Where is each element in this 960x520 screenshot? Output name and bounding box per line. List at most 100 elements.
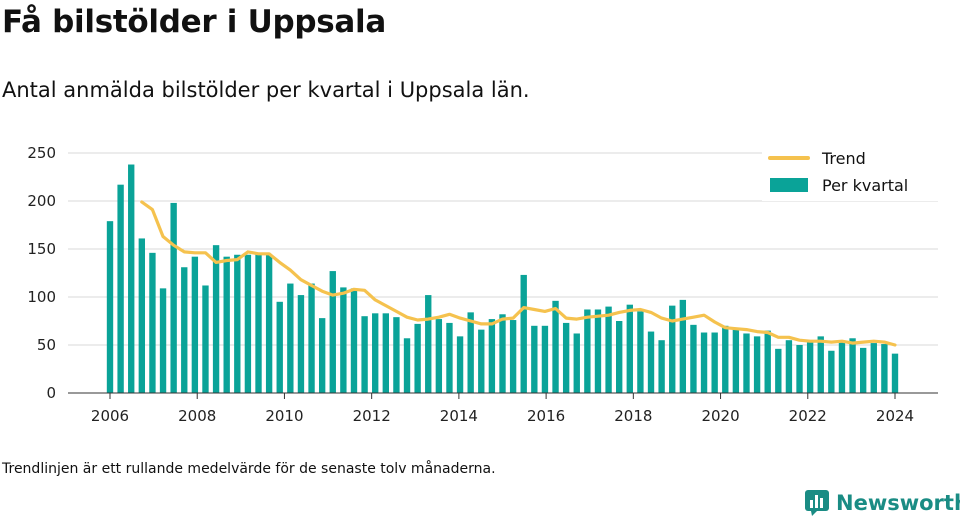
bar	[626, 304, 633, 393]
trend-line	[140, 200, 897, 347]
bar	[647, 331, 655, 393]
legend-trend-label: Trend	[821, 149, 866, 168]
x-tick-label: 2018	[614, 407, 652, 425]
x-tick-label: 2024	[876, 407, 914, 425]
bar	[393, 317, 400, 393]
bar	[753, 336, 761, 393]
bar	[361, 316, 368, 393]
bar	[181, 267, 188, 393]
bar	[265, 254, 273, 393]
bar	[806, 341, 814, 393]
bar	[382, 313, 389, 393]
bar	[318, 318, 326, 393]
bar	[690, 324, 697, 393]
y-axis-ticks: 0 50 100 150 200 250	[27, 144, 56, 402]
bar	[191, 256, 199, 393]
bar	[743, 333, 750, 393]
bar	[817, 336, 824, 393]
footnote: Trendlinjen är ett rullande medelvärde f…	[2, 461, 496, 477]
bar	[403, 338, 411, 393]
bar	[350, 288, 358, 393]
bar	[478, 329, 485, 393]
bar	[223, 256, 230, 393]
bar	[562, 322, 570, 393]
bar-series	[106, 164, 899, 393]
bar	[732, 329, 740, 393]
bar	[881, 344, 888, 393]
page-title: Få bilstölder i Uppsala	[2, 4, 386, 40]
bar	[117, 184, 124, 393]
x-tick-label: 2012	[353, 407, 391, 425]
bar	[488, 319, 496, 393]
bar	[329, 271, 336, 393]
bar	[679, 299, 687, 393]
bar	[828, 350, 835, 393]
bar	[711, 332, 718, 393]
y-tick-label: 100	[27, 288, 56, 306]
legend-bar-swatch	[770, 178, 808, 192]
legend: Trend Per kvartal	[762, 145, 938, 201]
bar	[340, 287, 347, 393]
bar-chart-icon	[805, 490, 829, 516]
bar	[605, 306, 612, 393]
bar	[297, 295, 305, 393]
bar	[509, 320, 517, 393]
bar	[170, 202, 177, 393]
x-tick-label: 2010	[265, 407, 303, 425]
bar	[159, 288, 167, 393]
bar	[870, 343, 877, 393]
brand-logo[interactable]: Newsworthy	[804, 489, 960, 517]
bar	[287, 283, 294, 393]
x-axis: 2006 2008 2010 2012 2014 2016 2018 2020 2022 2024	[68, 392, 938, 425]
bar	[149, 252, 156, 393]
bar	[372, 313, 379, 393]
bar	[594, 309, 602, 393]
bar	[520, 274, 527, 393]
x-tick-label: 2008	[178, 407, 216, 425]
x-tick-label: 2022	[789, 407, 827, 425]
bar	[255, 252, 262, 393]
bar	[658, 340, 665, 393]
bar	[425, 295, 432, 393]
bar	[106, 221, 114, 393]
bar	[859, 347, 867, 393]
bar	[467, 312, 474, 393]
y-tick-label: 150	[27, 240, 56, 258]
bar	[446, 322, 453, 393]
bar	[616, 321, 623, 393]
bar	[435, 319, 443, 393]
y-tick-label: 50	[37, 336, 56, 354]
bar	[276, 301, 283, 393]
bar	[456, 336, 464, 393]
bar	[775, 348, 782, 393]
page-subtitle: Antal anmälda bilstölder per kvartal i U…	[2, 78, 530, 102]
x-tick-label: 2006	[91, 407, 129, 425]
bar	[700, 332, 708, 393]
bar	[202, 285, 209, 393]
bar	[414, 323, 421, 393]
bar	[552, 300, 559, 393]
bar	[584, 309, 591, 393]
bar	[891, 353, 899, 393]
y-tick-label: 0	[46, 384, 56, 402]
bar	[669, 305, 676, 393]
bar	[499, 314, 506, 393]
bar	[838, 341, 846, 393]
bar	[541, 325, 549, 393]
bar	[785, 340, 793, 393]
x-tick-label: 2020	[701, 407, 739, 425]
bar	[212, 245, 220, 393]
bar	[531, 325, 538, 393]
bar	[849, 338, 856, 393]
bar	[234, 254, 241, 393]
bar	[138, 238, 146, 393]
bar	[244, 254, 252, 393]
bar	[764, 330, 771, 393]
y-tick-label: 200	[27, 192, 56, 210]
x-tick-label: 2016	[527, 407, 565, 425]
y-tick-label: 250	[27, 144, 56, 162]
trend-series	[140, 200, 897, 347]
brand-name: Newsworthy	[836, 491, 960, 515]
x-tick-label: 2014	[440, 407, 478, 425]
chart: 0 50 100 150 200 250 2006 2008 2010 2012 2014 2016…	[27, 144, 938, 425]
